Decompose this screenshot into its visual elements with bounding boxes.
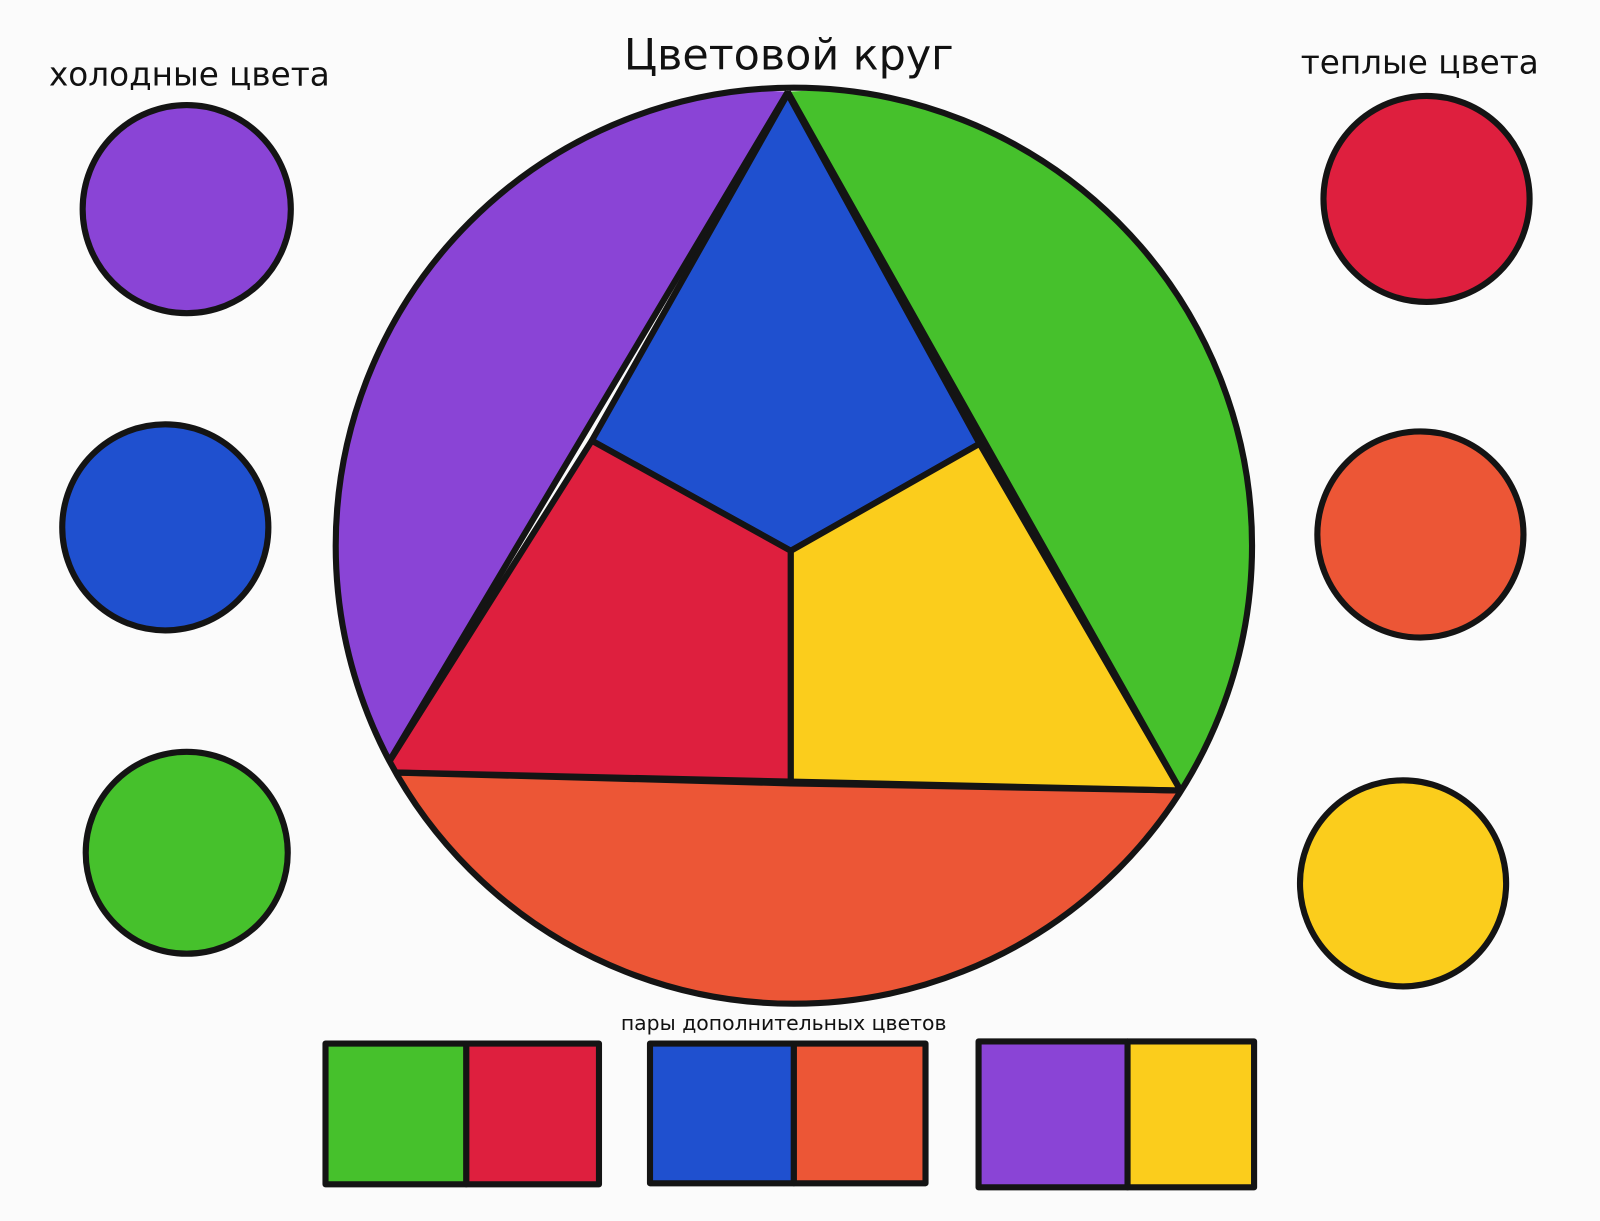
- pair-swatch-purple: [975, 1038, 1131, 1191]
- color-wheel: [335, 87, 1253, 1004]
- cold-colors-label: холодные цвета: [49, 56, 330, 94]
- complementary-pair-1: [322, 1040, 603, 1188]
- warm-color-circle-orange: [1314, 428, 1527, 641]
- warm-colors-label: теплые цвета: [1301, 43, 1539, 81]
- cold-color-circle-green: [82, 748, 291, 957]
- pair-swatch-green: [322, 1040, 470, 1188]
- complementary-pair-2: [646, 1040, 929, 1187]
- cold-color-circle-blue: [59, 421, 272, 634]
- pair-swatch-yellow: [1124, 1038, 1258, 1191]
- complementary-pair-3: [975, 1038, 1258, 1191]
- pair-swatch-orange: [790, 1040, 929, 1187]
- pairs-label: пары дополнительных цветов: [621, 1011, 947, 1035]
- warm-color-circle-yellow: [1296, 777, 1510, 990]
- cold-color-circle-purple: [79, 102, 294, 317]
- title: Цветовой круг: [624, 30, 954, 80]
- pair-swatch-red: [463, 1040, 603, 1188]
- warm-color-circle-red: [1320, 92, 1533, 305]
- wheel-outline: [332, 84, 1256, 1007]
- wheel-segment-orange: [335, 772, 1253, 1004]
- pair-swatch-blue: [646, 1040, 797, 1187]
